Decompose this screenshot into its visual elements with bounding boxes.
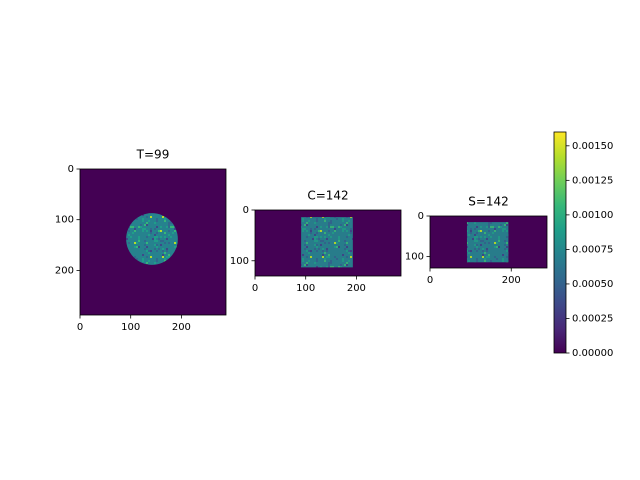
colorbar xyxy=(553,131,567,354)
x-tick-label: 200 xyxy=(347,283,366,294)
y-tick-label: 0 xyxy=(68,164,74,175)
x-tick-label: 0 xyxy=(77,322,83,333)
y-tick-label: 100 xyxy=(405,252,424,263)
axes-title: T=99 xyxy=(136,148,170,162)
y-tick-label: 100 xyxy=(55,215,74,226)
colorbar-tick-label: 0.00025 xyxy=(572,313,613,324)
image-region xyxy=(126,213,178,265)
colorbar-tick-label: 0.00050 xyxy=(572,279,613,290)
y-tick-label: 200 xyxy=(55,265,74,276)
y-tick-label: 0 xyxy=(243,205,249,216)
axes-frame xyxy=(254,209,402,277)
colorbar-tick-label: 0.00075 xyxy=(572,244,613,255)
colorbar-tick-label: 0.00150 xyxy=(572,141,613,152)
image-region xyxy=(466,222,509,263)
y-tick-label: 0 xyxy=(418,211,424,222)
y-tick-label: 100 xyxy=(230,256,249,267)
x-tick-label: 0 xyxy=(252,283,258,294)
axes-title: S=142 xyxy=(468,195,509,209)
axes-frame xyxy=(429,215,548,269)
colorbar-tick-label: 0.00000 xyxy=(572,348,613,359)
colorbar-tick-label: 0.00100 xyxy=(572,210,613,221)
x-tick-label: 0 xyxy=(427,275,433,286)
colorbar-tick-label: 0.00125 xyxy=(572,175,613,186)
axes-title: C=142 xyxy=(307,189,348,203)
x-tick-label: 200 xyxy=(172,322,191,333)
x-tick-label: 100 xyxy=(121,322,140,333)
x-tick-label: 200 xyxy=(502,275,521,286)
x-tick-label: 100 xyxy=(296,283,315,294)
axes-frame xyxy=(79,168,227,316)
image-region xyxy=(301,217,353,268)
